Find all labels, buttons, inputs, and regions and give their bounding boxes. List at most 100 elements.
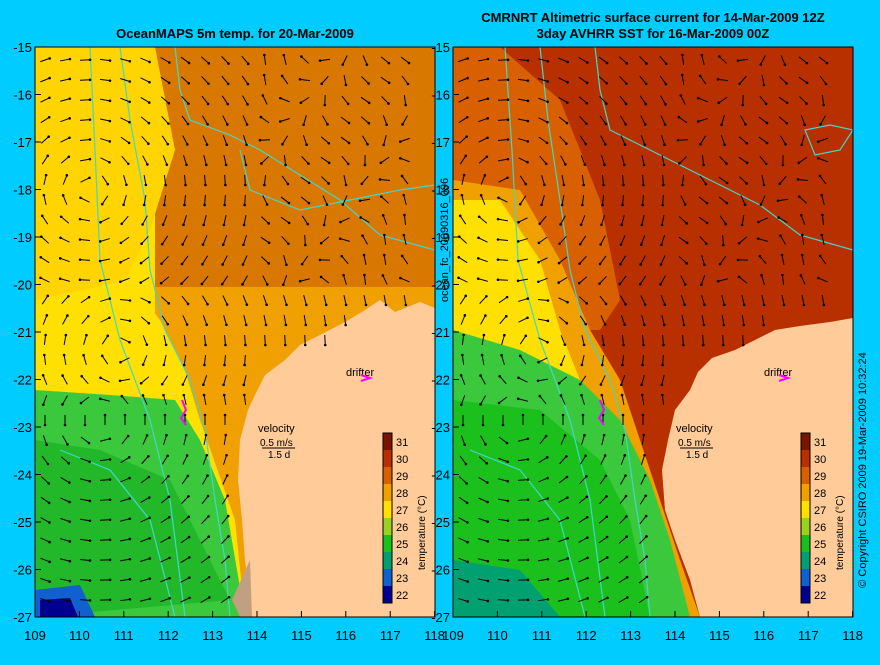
current-arrow-head [643,143,646,146]
current-arrow-head [246,123,249,126]
current-arrow-head [742,344,745,347]
current-arrow-head [606,556,609,559]
current-arrow-head [779,234,782,237]
current-arrow-head [457,256,460,259]
current-arrow-head [625,515,628,518]
current-arrow-head [186,454,189,457]
current-arrow-head [364,164,367,167]
current-arrow-head [181,243,184,246]
current-arrow-head [109,458,112,461]
lon-tick-label: 111 [532,628,552,643]
current-arrow [80,100,90,101]
current-arrow-head [166,143,169,146]
current-arrow-head [128,80,131,83]
current-arrow-head [806,82,809,85]
current-arrow-head [109,538,112,541]
current-arrow-head [227,535,230,538]
current-arrow-head [63,354,66,357]
current-arrow-head [363,274,366,277]
current-arrow-head [287,183,290,186]
current-arrow-head [245,143,248,146]
current-arrow-head [684,283,687,286]
current-arrow-head [742,324,745,327]
current-arrow-head [109,599,112,602]
current-arrow-head [798,162,801,165]
current-arrow-head [639,283,642,286]
current-arrow-head [342,203,345,206]
current-arrow-head [168,516,171,519]
current-arrow-head [486,117,489,120]
current-arrow-head [664,103,667,106]
current-arrow-head [718,55,721,58]
current-arrow-head [506,460,509,463]
current-arrow-head [661,384,664,387]
current-arrow-head [224,434,227,437]
current-arrow-head [288,202,291,205]
current-arrow-head [819,123,822,126]
lat-tick-label: -15 [13,40,32,55]
current-arrow-head [517,260,520,263]
current-arrow-head [109,79,112,82]
current-arrow-head [800,144,803,147]
current-arrow-head [507,480,510,483]
lon-tick-label: 116 [335,628,356,643]
current-arrow-head [399,277,402,280]
current-arrow-head [784,63,787,66]
current-arrow-head [560,394,563,397]
current-arrow-head [718,101,721,104]
colorbar-tick-label: 22 [814,590,826,602]
current-arrow-head [699,75,702,78]
current-arrow-head [89,78,92,81]
current-arrow-head [500,354,503,357]
current-arrow [723,335,724,345]
current-arrow-head [202,243,205,246]
current-arrow-head [128,341,131,344]
current-arrow [285,335,286,345]
current-arrow-head [646,576,649,579]
current-arrow-head [308,182,311,185]
current-arrow-head [566,496,569,499]
current-arrow-head [537,380,540,383]
current-arrow-head [88,176,91,179]
current-arrow-head [399,157,402,160]
current-arrow-head [744,203,747,206]
colorbar-tick-label: 22 [396,590,408,602]
current-arrow-head [85,334,88,337]
current-arrow-head [466,521,469,524]
current-arrow-head [168,597,171,600]
current-arrow-head [502,424,505,427]
current-arrow-head [487,97,490,100]
current-arrow-head [167,302,170,305]
current-arrow-head [622,414,625,417]
current-arrow-head [365,304,368,307]
current-arrow-head [477,277,480,280]
current-arrow-head [226,474,229,477]
current-arrow-head [464,314,467,317]
current-arrow-head [106,335,109,338]
lat-tick-label: -25 [431,515,450,530]
current-arrow-head [223,224,226,227]
current-arrow-head [524,183,527,186]
current-arrow-head [109,498,112,501]
current-arrow-head [600,223,603,226]
current-arrow-head [225,164,228,167]
current-arrow-head [225,454,228,457]
current-arrow-head [805,102,808,105]
colorbar-swatch [801,586,810,603]
current-arrow-head [579,383,582,386]
current-arrow-head [120,222,123,225]
current-arrow-head [127,162,130,165]
current-arrow-head [723,143,726,146]
current-arrow-head [546,142,549,145]
current-arrow-head [757,237,760,240]
current-arrow-head [205,434,208,437]
current-arrow-head [765,103,768,106]
current-arrow-head [149,597,152,600]
current-arrow-head [605,475,608,478]
current-arrow-head [207,535,210,538]
current-arrow-head [644,103,647,106]
current-arrow-head [766,122,769,125]
current-arrow-head [546,341,549,344]
colorbar-tick-label: 28 [396,488,408,500]
current-arrow-head [540,204,543,207]
